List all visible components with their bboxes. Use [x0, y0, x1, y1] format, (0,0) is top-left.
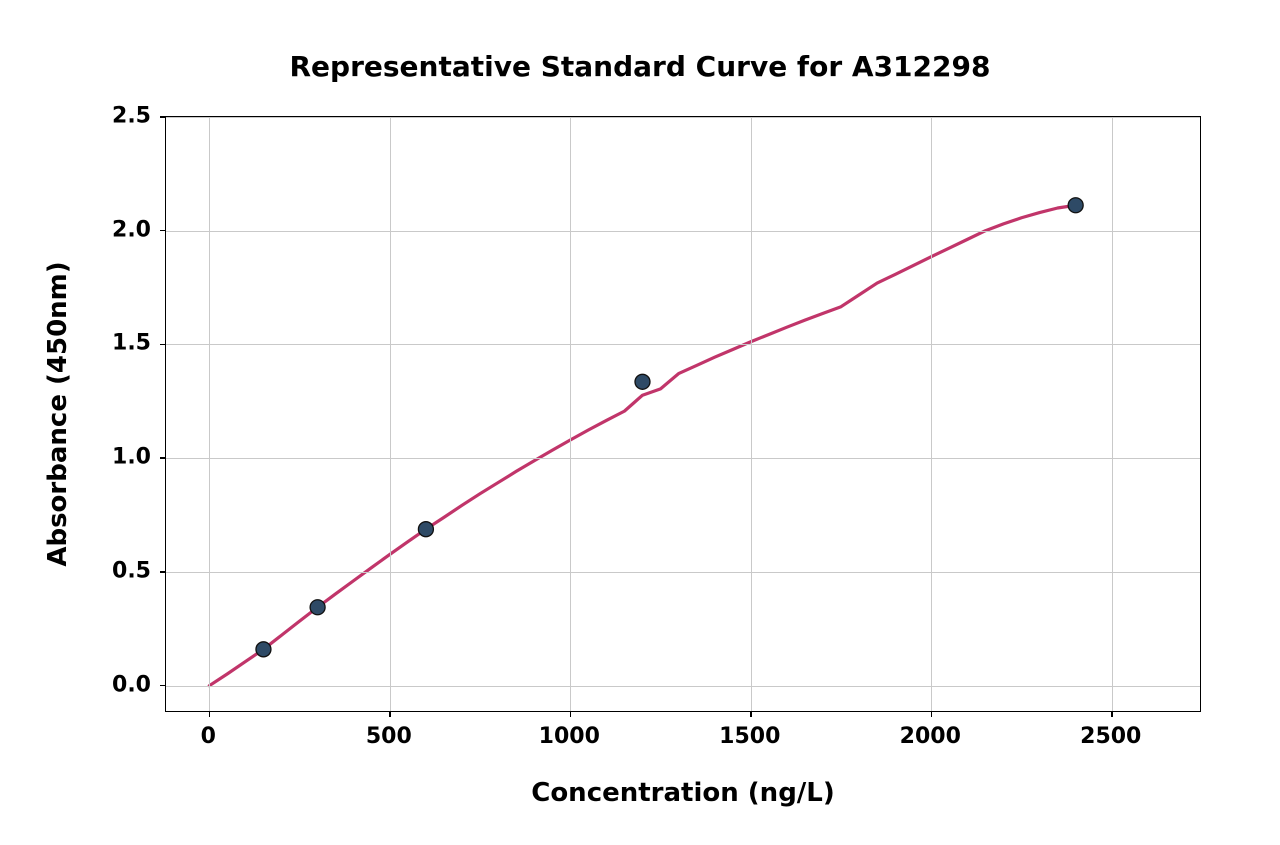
- grid-line-horizontal: [166, 458, 1200, 459]
- y-tick-label: 0.0: [101, 672, 151, 697]
- x-tick-mark: [389, 711, 391, 717]
- figure: Representative Standard Curve for A31229…: [0, 0, 1280, 845]
- x-tick-mark: [570, 711, 572, 717]
- grid-line-vertical: [570, 117, 571, 711]
- x-axis-label: Concentration (ng/L): [165, 778, 1201, 808]
- x-tick-label: 1500: [719, 724, 780, 749]
- y-tick-label: 2.0: [101, 217, 151, 242]
- grid-line-horizontal: [166, 344, 1200, 345]
- data-point-marker: [1068, 198, 1083, 213]
- y-tick-mark: [160, 116, 166, 118]
- x-tick-label: 500: [366, 724, 412, 749]
- grid-line-vertical: [1112, 117, 1113, 711]
- data-point-marker: [635, 374, 650, 389]
- y-axis-label: Absorbance (450nm): [43, 116, 73, 712]
- x-tick-label: 0: [201, 724, 216, 749]
- y-tick-mark: [160, 344, 166, 346]
- curve-line: [209, 205, 1075, 685]
- y-tick-mark: [160, 571, 166, 573]
- x-tick-mark: [931, 711, 933, 717]
- y-tick-label: 1.5: [101, 331, 151, 356]
- grid-line-vertical: [931, 117, 932, 711]
- grid-line-horizontal: [166, 686, 1200, 687]
- grid-line-vertical: [209, 117, 210, 711]
- y-tick-label: 1.0: [101, 445, 151, 470]
- x-tick-mark: [750, 711, 752, 717]
- grid-line-horizontal: [166, 572, 1200, 573]
- y-tick-mark: [160, 685, 166, 687]
- data-point-marker: [418, 522, 433, 537]
- x-tick-label: 2500: [1080, 724, 1141, 749]
- y-tick-label: 0.5: [101, 558, 151, 583]
- grid-line-vertical: [751, 117, 752, 711]
- data-point-marker: [256, 642, 271, 657]
- y-tick-label: 2.5: [101, 104, 151, 129]
- grid-line-horizontal: [166, 231, 1200, 232]
- plot-axes: [165, 116, 1201, 712]
- grid-line-vertical: [390, 117, 391, 711]
- chart-title: Representative Standard Curve for A31229…: [0, 50, 1280, 83]
- y-tick-mark: [160, 457, 166, 459]
- y-tick-mark: [160, 230, 166, 232]
- x-tick-mark: [209, 711, 211, 717]
- x-tick-mark: [1111, 711, 1113, 717]
- data-point-marker: [310, 600, 325, 615]
- x-tick-label: 2000: [900, 724, 961, 749]
- plot-svg: [166, 117, 1202, 713]
- x-tick-label: 1000: [539, 724, 600, 749]
- grid-line-horizontal: [166, 117, 1200, 118]
